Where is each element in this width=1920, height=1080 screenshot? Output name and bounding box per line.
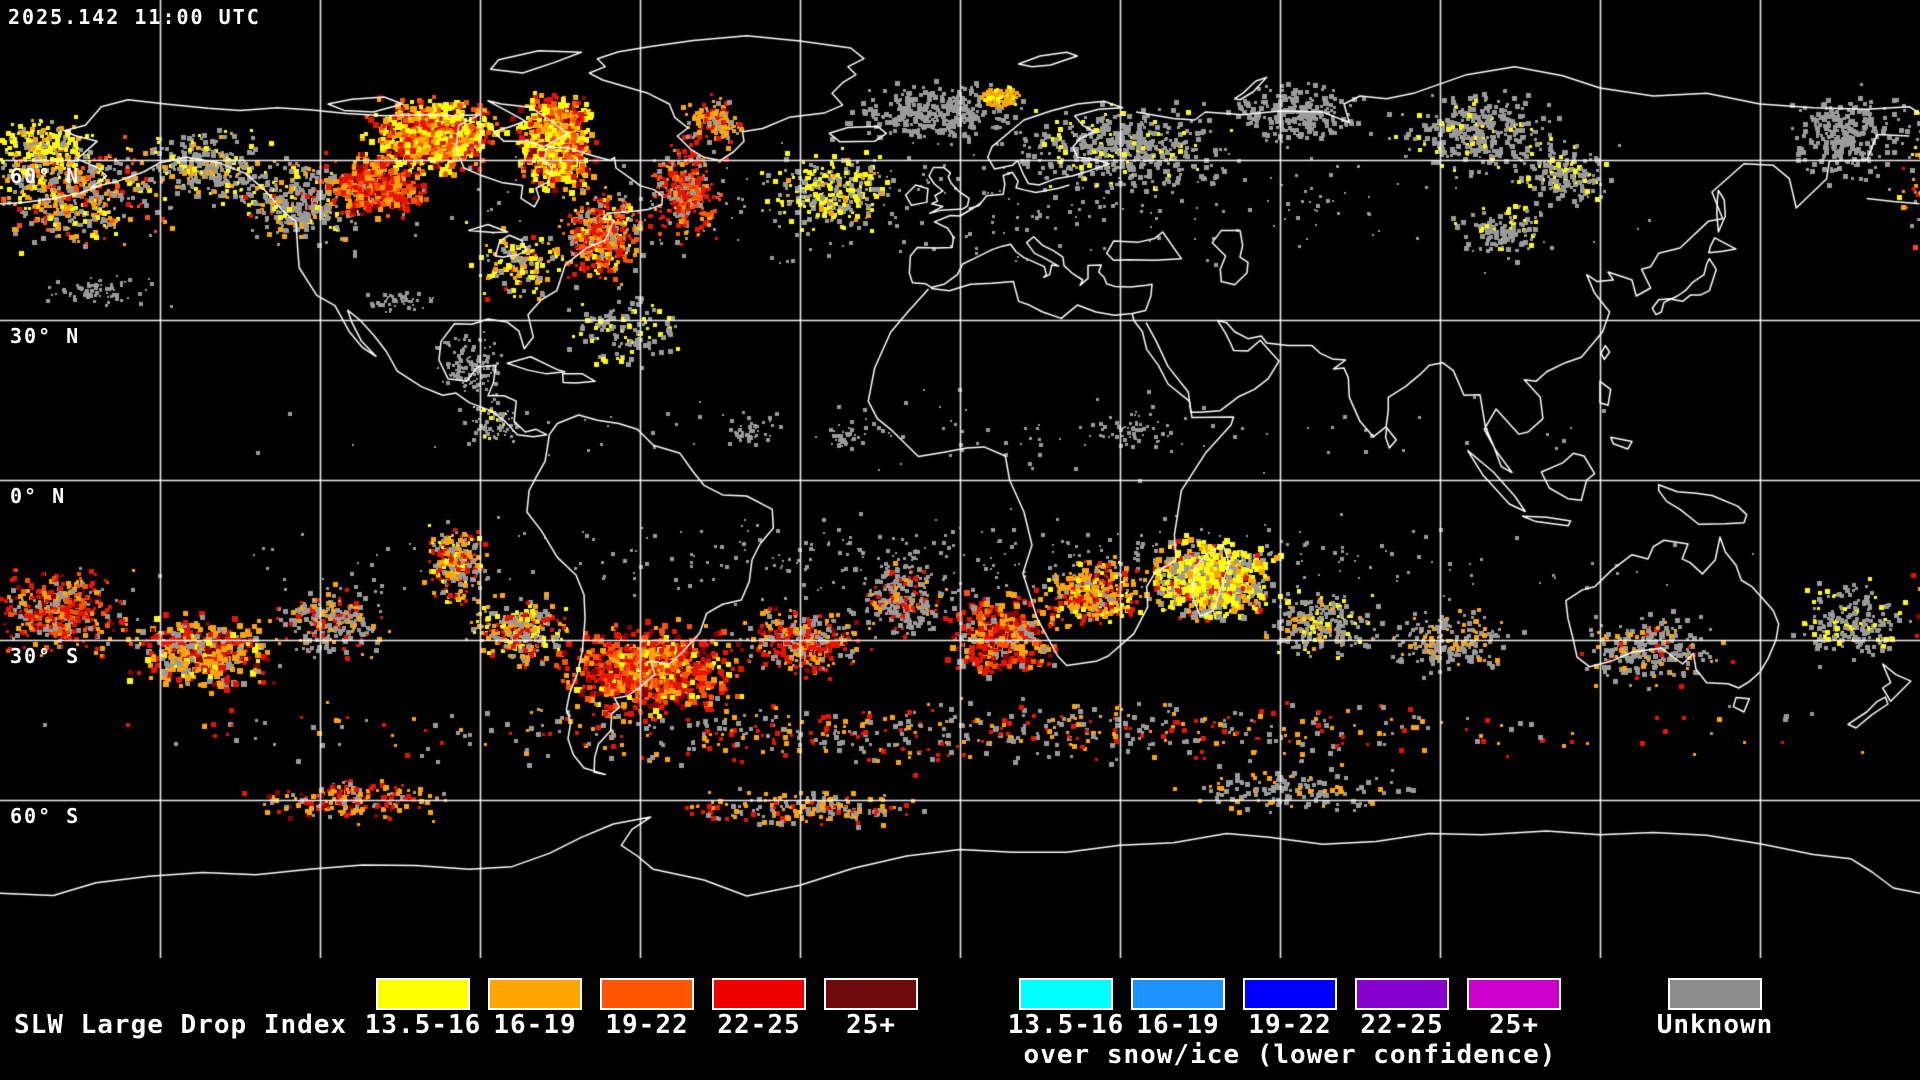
legend-swatch <box>1355 978 1449 1010</box>
legend-bin-label: 22-25 <box>717 1010 801 1040</box>
legend-bin-label: 13.5-16 <box>364 1010 482 1040</box>
legend-swatch <box>376 978 470 1010</box>
legend-swatch <box>1668 978 1762 1010</box>
latitude-label: 60° N <box>10 164 81 188</box>
legend-bin-label: Unknown <box>1656 1010 1774 1040</box>
legend-bin-label: 25+ <box>1489 1010 1539 1040</box>
legend-swatch <box>712 978 806 1010</box>
legend-swatch <box>824 978 918 1010</box>
legend-bin-label: 19-22 <box>605 1010 689 1040</box>
legend-swatch <box>1243 978 1337 1010</box>
world-map-canvas <box>0 0 1920 960</box>
latitude-label: 30° N <box>10 324 81 348</box>
latitude-label: 30° S <box>10 644 81 668</box>
legend-bin-label: 13.5-16 <box>1007 1010 1125 1040</box>
legend-bin-label: 25+ <box>846 1010 896 1040</box>
legend-bin-label: 16-19 <box>1136 1010 1220 1040</box>
legend-bin-label: 16-19 <box>493 1010 577 1040</box>
latitude-label: 0° N <box>10 484 67 508</box>
legend-bin-label: 19-22 <box>1248 1010 1332 1040</box>
legend-caption-snow-ice: over snow/ice (lower confidence) <box>1023 1040 1557 1070</box>
legend-swatch <box>1131 978 1225 1010</box>
legend-bin-label: 22-25 <box>1360 1010 1444 1040</box>
legend-swatch <box>488 978 582 1010</box>
timestamp: 2025.142 11:00 UTC <box>8 5 261 29</box>
legend-swatch <box>1467 978 1561 1010</box>
legend-swatch <box>600 978 694 1010</box>
latitude-label: 60° S <box>10 804 81 828</box>
legend-title: SLW Large Drop Index <box>14 1010 348 1040</box>
legend-swatch <box>1019 978 1113 1010</box>
